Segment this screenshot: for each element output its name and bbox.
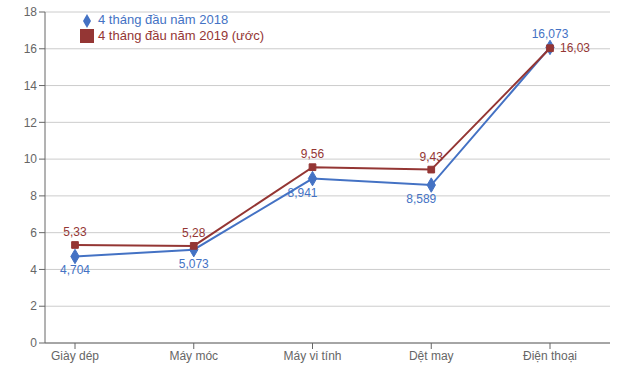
- svg-text:14: 14: [24, 79, 38, 93]
- svg-text:Giày dép: Giày dép: [51, 349, 99, 363]
- svg-text:9,43: 9,43: [420, 150, 444, 164]
- svg-text:8: 8: [30, 189, 37, 203]
- html-text:4 tháng đầu năm 2018: 4 tháng đầu năm 2018: [98, 12, 229, 27]
- svg-text:5,073: 5,073: [179, 257, 209, 271]
- svg-text:12: 12: [24, 116, 38, 130]
- svg-text:8,589: 8,589: [406, 192, 436, 206]
- html-text:4 tháng đầu năm 2019 (ước): 4 tháng đầu năm 2019 (ước): [98, 27, 265, 43]
- svg-text:Điện thoại: Điện thoại: [523, 349, 577, 363]
- svg-text:5,28: 5,28: [182, 226, 206, 240]
- svg-text:Máy móc: Máy móc: [169, 349, 218, 363]
- svg-text:6: 6: [30, 226, 37, 240]
- svg-text:2: 2: [30, 299, 37, 313]
- svg-text:Máy vi tính: Máy vi tính: [283, 349, 341, 363]
- svg-text:4,704: 4,704: [60, 263, 90, 277]
- svg-text:Dệt may: Dệt may: [409, 349, 454, 363]
- svg-text:0: 0: [30, 336, 37, 350]
- svg-text:5,33: 5,33: [63, 225, 87, 239]
- svg-text:4: 4: [30, 263, 37, 277]
- svg-text:10: 10: [24, 152, 38, 166]
- svg-text:16: 16: [24, 42, 38, 56]
- svg-text:16,073: 16,073: [532, 27, 569, 41]
- svg-text:9,56: 9,56: [301, 147, 325, 161]
- svg-text:8,941: 8,941: [287, 186, 317, 200]
- svg-text:16,03: 16,03: [560, 41, 590, 55]
- svg-text:18: 18: [24, 5, 38, 19]
